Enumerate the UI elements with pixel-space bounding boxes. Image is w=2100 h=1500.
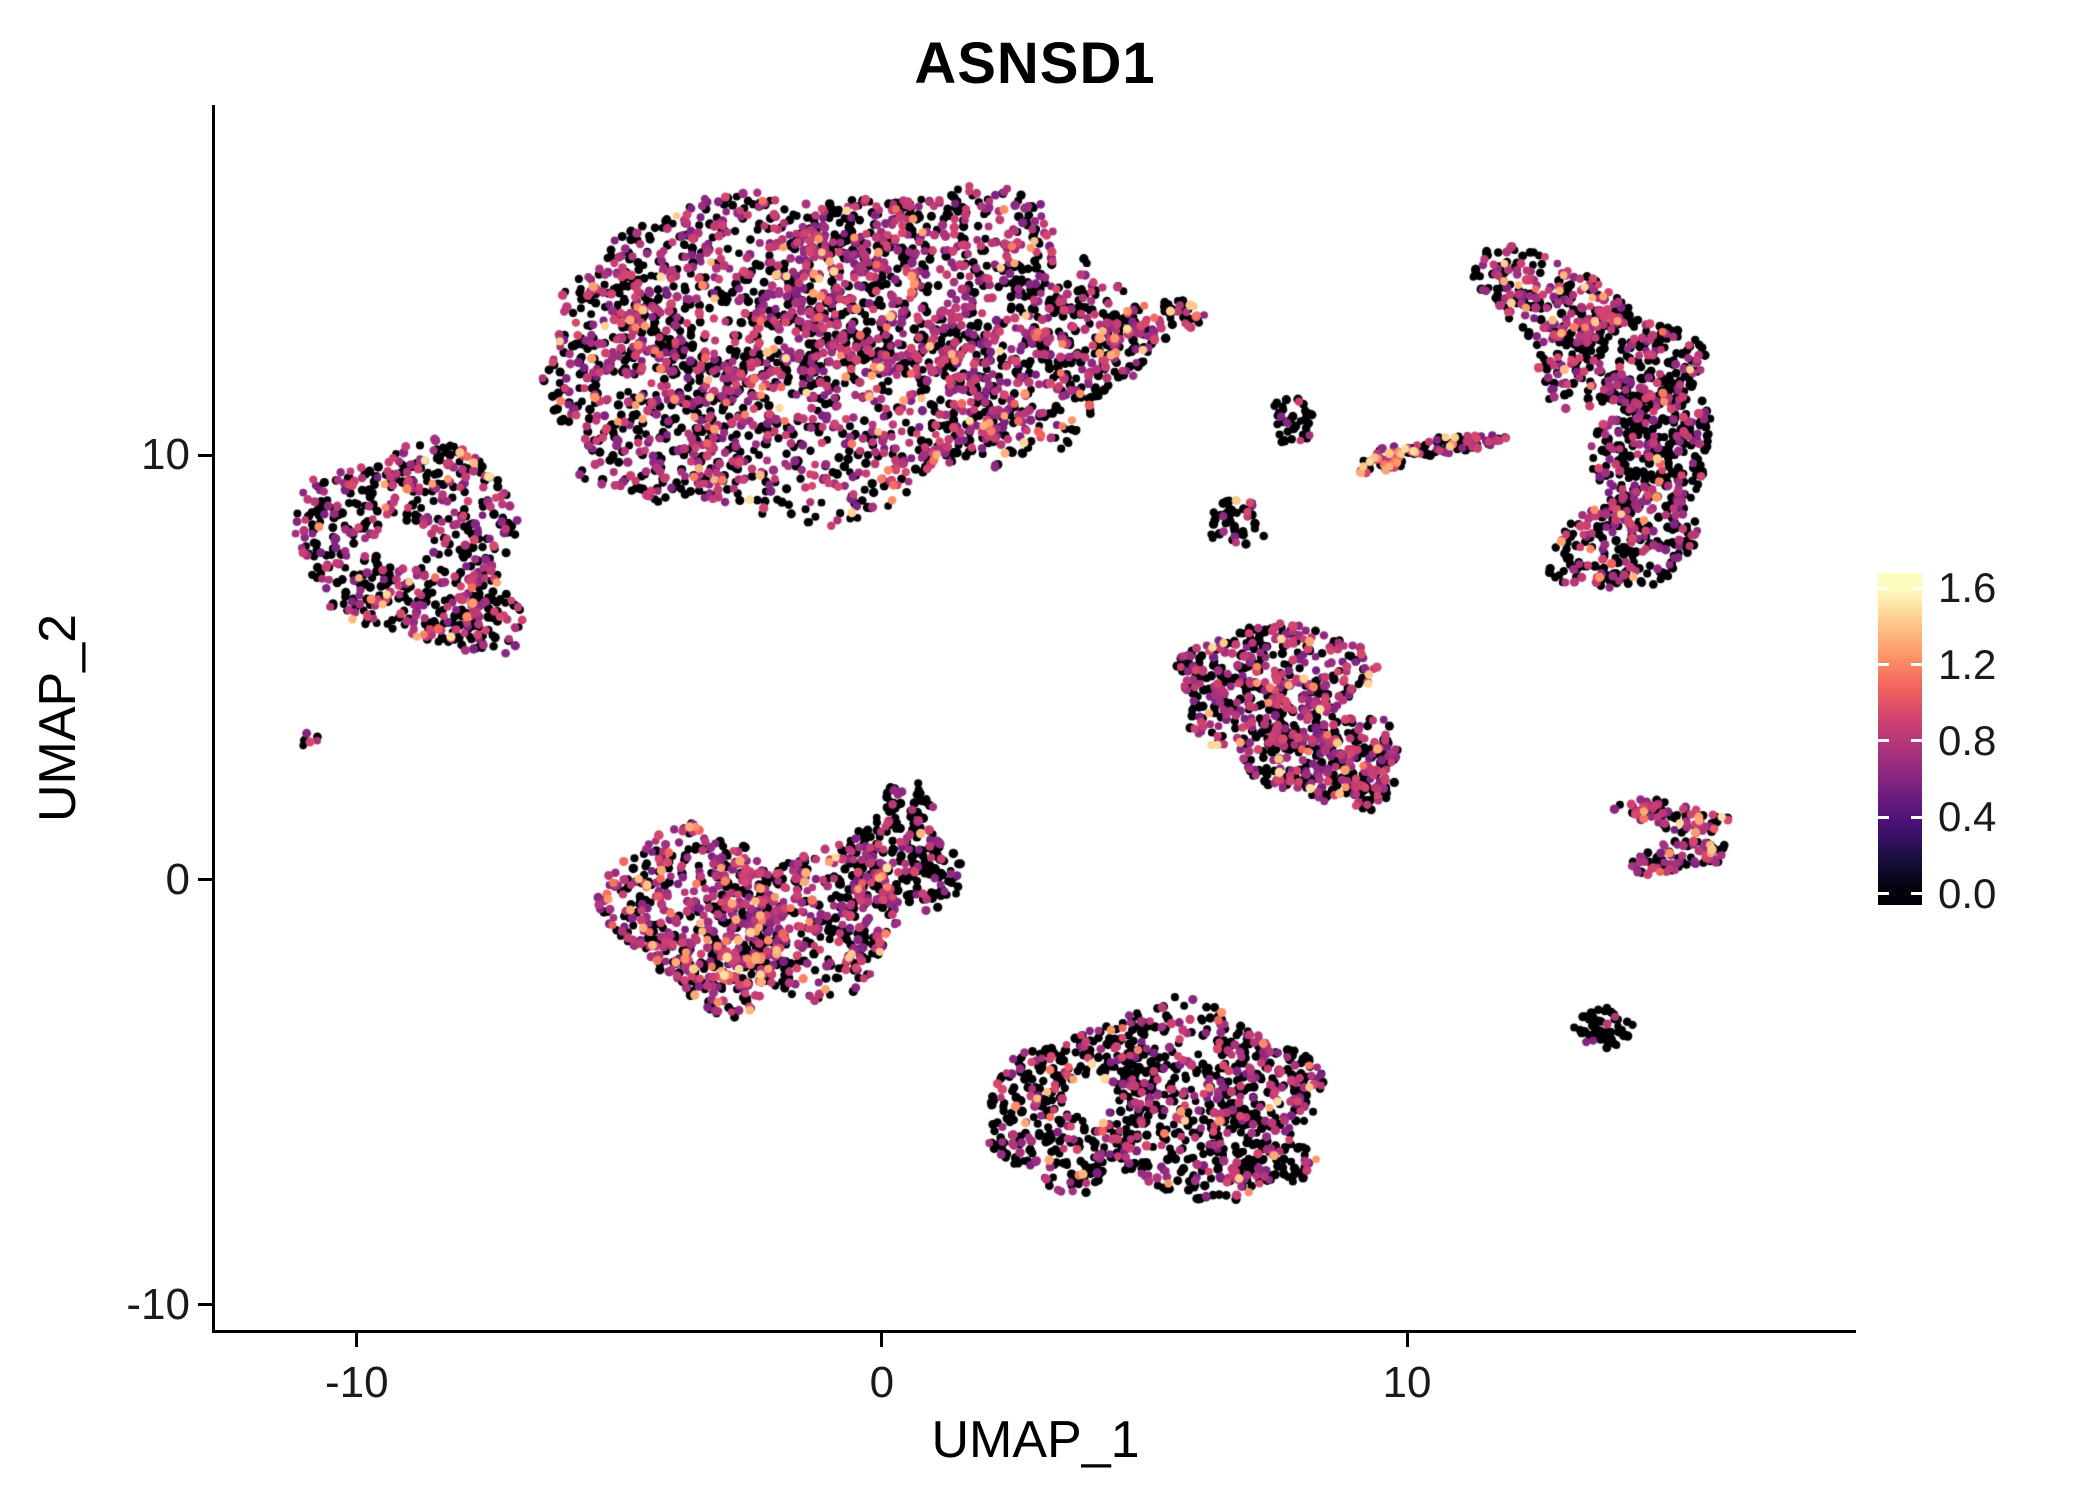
colorbar-gradient: [1878, 573, 1922, 905]
x-tick-mark: [880, 1333, 884, 1347]
colorbar-tick-mark: [1911, 739, 1922, 743]
x-axis-title: UMAP_1: [931, 1411, 1140, 1469]
colorbar-tick-mark: [1911, 663, 1922, 667]
colorbar-tick-mark: [1878, 586, 1889, 590]
x-tick-mark: [1405, 1333, 1409, 1347]
colorbar-tick-label: 0.8: [1938, 716, 1997, 764]
y-axis-line: [212, 105, 215, 1333]
colorbar-tick-mark: [1911, 892, 1922, 896]
y-axis-title: UMAP_2: [29, 613, 87, 822]
y-tick-label: -10: [126, 1279, 190, 1329]
colorbar-tick-label: 1.2: [1938, 640, 1997, 688]
x-tick-label: 0: [869, 1358, 895, 1407]
colorbar-tick-mark: [1878, 815, 1889, 819]
colorbar-tick-label: 0.4: [1938, 793, 1997, 841]
y-tick-mark: [198, 453, 212, 457]
y-tick-label: 10: [141, 430, 190, 480]
x-axis-line: [212, 1330, 1856, 1333]
colorbar-tick-label: 1.6: [1938, 564, 1997, 612]
x-tick-mark: [355, 1333, 359, 1347]
colorbar-tick-mark: [1878, 892, 1889, 896]
colorbar-tick-mark: [1911, 586, 1922, 590]
colorbar-tick-mark: [1911, 815, 1922, 819]
colorbar-tick-label: 0.0: [1938, 869, 1997, 917]
x-tick-label: 10: [1382, 1358, 1432, 1407]
y-tick-mark: [198, 878, 212, 882]
colorbar-tick-mark: [1878, 663, 1889, 667]
colorbar-tick-mark: [1878, 739, 1889, 743]
y-tick-mark: [198, 1303, 212, 1307]
y-tick-label: 0: [165, 854, 190, 904]
x-tick-label: -10: [324, 1358, 389, 1407]
plot-title: ASNSD1: [914, 31, 1156, 96]
